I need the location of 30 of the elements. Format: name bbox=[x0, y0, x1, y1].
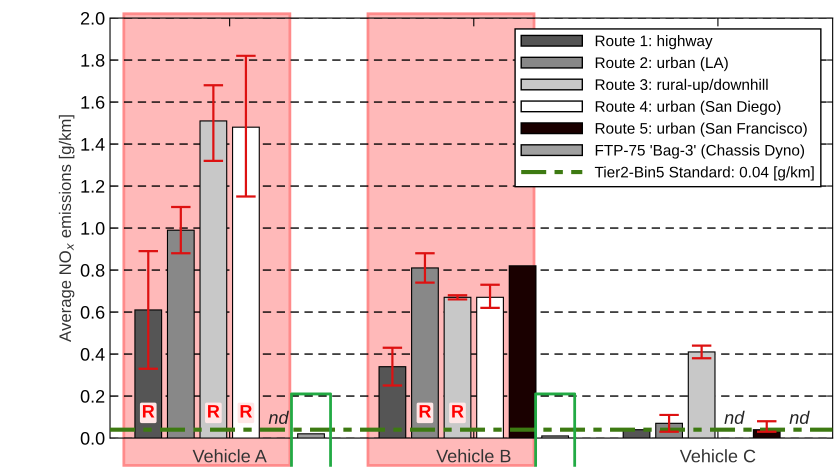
legend-label: Route 1: highway bbox=[596, 35, 713, 50]
y-tick-label: 0.4 bbox=[80, 348, 105, 361]
legend-label: FTP-75 'Bag-3' (Chassis Dyno) bbox=[596, 144, 804, 159]
y-tick-label: 2.0 bbox=[80, 12, 104, 25]
legend-label: Route 5: urban (San Francisco) bbox=[596, 122, 807, 137]
y-tick-label: 1.6 bbox=[81, 96, 104, 109]
data-label: R bbox=[142, 405, 154, 418]
legend-label: Tier2-Bin5 Standard: 0.04 [g/km] bbox=[594, 166, 814, 181]
y-tick-label: 0.0 bbox=[80, 432, 104, 445]
text: nd bbox=[790, 410, 810, 424]
data-label: R bbox=[240, 405, 252, 418]
data-label: R bbox=[452, 405, 464, 418]
text: nd bbox=[268, 410, 289, 424]
y-tick-label: 1.0 bbox=[81, 222, 104, 235]
data-label: R bbox=[208, 405, 220, 418]
legend-label: Route 2: urban (LA) bbox=[596, 56, 728, 72]
legend-label: Route 4: urban (San Diego) bbox=[596, 100, 780, 115]
y-tick-label: 0.2 bbox=[80, 390, 104, 403]
x-tick-label: Vehicle C bbox=[680, 449, 756, 462]
y-tick-label: 0.8 bbox=[80, 264, 104, 277]
y-tick-label: 1.8 bbox=[81, 54, 104, 67]
x-tick-label: Vehicle A bbox=[192, 449, 267, 462]
y-tick-label: 1.2 bbox=[81, 180, 104, 193]
y-tick-label: 0.6 bbox=[80, 306, 104, 319]
y-axis-title: Average NO$_{x}$ emissions [g/km] bbox=[58, 115, 74, 342]
x-tick-label: Vehicle B bbox=[436, 449, 510, 462]
y-tick-label: 1.4 bbox=[81, 138, 105, 151]
legend-label: Route 3: rural-up/downhill bbox=[596, 78, 768, 94]
text: nd bbox=[724, 410, 745, 424]
data-label: R bbox=[420, 405, 432, 418]
